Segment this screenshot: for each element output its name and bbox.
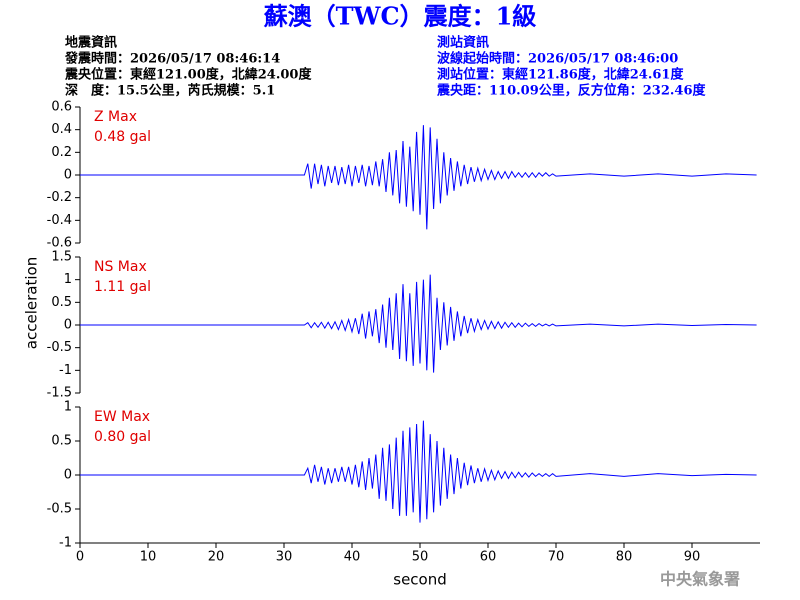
info-right: 波線起始時間：2026/05/17 08:46:00 <box>437 51 678 67</box>
y-tick-label: 1.5 <box>51 250 72 265</box>
footer: 中央氣象署 <box>660 570 740 589</box>
y-tick-label: 1 <box>64 400 72 415</box>
y-tick-label: -0.2 <box>47 190 72 205</box>
y-tick-label: 0.5 <box>51 434 72 449</box>
info-left: 震央位置：東經121.00度，北緯24.00度 <box>64 67 312 83</box>
info-left: 深 度：15.5公里，芮氏規模：5.1 <box>65 83 275 99</box>
y-tick-label: 0 <box>64 468 72 483</box>
info-left: 地震資訊 <box>65 35 117 51</box>
x-axis-label: second <box>393 571 447 589</box>
y-tick-label: -1 <box>59 363 72 378</box>
waveform <box>80 274 757 373</box>
y-tick-label: -1 <box>59 536 72 551</box>
y-tick-label: 0.5 <box>51 295 72 310</box>
component-label: Z Max <box>94 109 137 125</box>
waveform <box>80 125 757 230</box>
y-tick-label: 0.6 <box>51 100 72 115</box>
x-tick-label: 70 <box>548 550 565 565</box>
info-right: 測站資訊 <box>437 35 489 51</box>
info-right: 震央距：110.09公里，反方位角：232.46度 <box>436 83 707 99</box>
y-tick-label: -0.6 <box>47 236 72 251</box>
y-tick-label: 0 <box>64 168 72 183</box>
info-left: 發震時間：2026/05/17 08:46:14 <box>64 51 280 67</box>
y-tick-label: -0.4 <box>47 213 72 228</box>
component-label: NS Max <box>94 259 147 275</box>
x-tick-label: 40 <box>344 550 361 565</box>
waveform <box>80 420 757 523</box>
y-tick-label: 0.2 <box>51 145 72 160</box>
y-tick-label: 1 <box>64 272 72 287</box>
max-label: 1.11 gal <box>94 279 151 295</box>
y-tick-label: -0.5 <box>47 340 72 355</box>
x-tick-label: 60 <box>480 550 497 565</box>
x-tick-label: 90 <box>684 550 701 565</box>
y-axis-label: acceleration <box>23 257 41 349</box>
x-tick-label: 20 <box>208 550 225 565</box>
x-tick-label: 30 <box>276 550 293 565</box>
x-tick-label: 0 <box>76 550 84 565</box>
y-tick-label: -0.5 <box>47 502 72 517</box>
max-label: 0.80 gal <box>94 429 151 445</box>
y-tick-label: 0 <box>64 318 72 333</box>
x-tick-label: 80 <box>616 550 633 565</box>
y-tick-label: -1.5 <box>47 386 72 401</box>
x-tick-label: 50 <box>412 550 429 565</box>
title: 蘇澳（TWC）震度：1級 <box>264 2 537 31</box>
component-label: EW Max <box>94 409 150 425</box>
y-tick-label: 0.4 <box>51 122 72 137</box>
info-right: 測站位置：東經121.86度，北緯24.61度 <box>437 67 684 83</box>
x-tick-label: 10 <box>140 550 157 565</box>
max-label: 0.48 gal <box>94 129 151 145</box>
